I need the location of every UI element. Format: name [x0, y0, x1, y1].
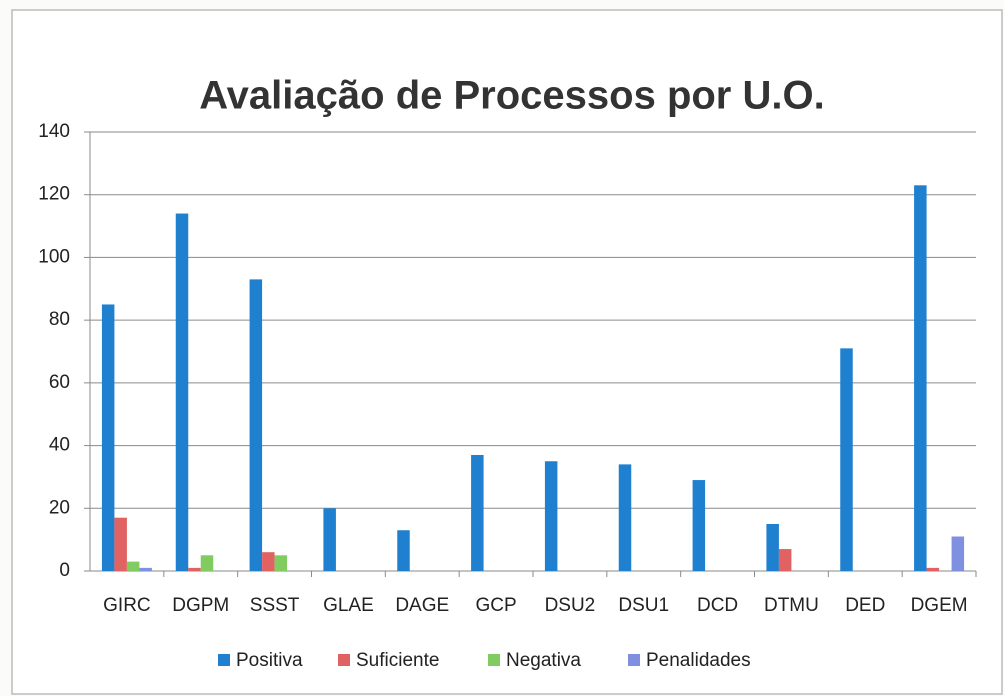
y-tick-label: 60	[49, 372, 70, 393]
bar	[139, 567, 152, 571]
bar	[126, 561, 140, 571]
x-tick-label: GLAE	[323, 595, 374, 616]
bar	[114, 517, 127, 571]
bar	[101, 304, 115, 571]
bar	[249, 279, 263, 571]
bar	[175, 213, 189, 571]
legend-label: Penalidades	[646, 650, 751, 671]
y-tick-label: 0	[59, 560, 70, 581]
bar	[471, 454, 484, 571]
y-tick-label: 40	[49, 435, 70, 456]
bar	[618, 464, 632, 571]
bar	[914, 185, 927, 572]
y-tick-label: 100	[38, 246, 70, 267]
legend-label: Negativa	[506, 650, 581, 671]
x-tick-label: GIRC	[103, 595, 151, 616]
legend-label: Positiva	[236, 650, 303, 671]
bar	[274, 555, 288, 571]
y-tick-label: 140	[38, 121, 70, 142]
y-tick-label: 120	[38, 184, 70, 205]
x-tick-label: GCP	[475, 595, 516, 616]
bar	[544, 461, 558, 571]
bar	[200, 555, 214, 571]
bar	[951, 536, 965, 571]
x-tick-label: DED	[845, 595, 885, 616]
chart-title: Avaliação de Processos por U.O.	[199, 74, 824, 118]
bar	[692, 480, 706, 571]
x-tick-label: DGEM	[911, 595, 968, 616]
legend-swatch	[488, 654, 500, 666]
x-tick-label: DSU2	[545, 595, 596, 616]
bar	[262, 552, 275, 571]
bar	[840, 348, 853, 571]
y-tick-label: 20	[49, 497, 70, 518]
bar	[926, 567, 940, 571]
x-tick-label: DCD	[697, 595, 738, 616]
legend-swatch	[628, 654, 640, 666]
bar	[323, 508, 336, 571]
legend-label: Suficiente	[356, 650, 439, 671]
x-tick-label: DTMU	[764, 595, 819, 616]
legend-swatch	[218, 654, 230, 666]
bar	[397, 530, 410, 571]
y-tick-label: 80	[49, 309, 70, 330]
legend-swatch	[338, 654, 350, 666]
bar	[188, 567, 201, 571]
x-tick-label: DAGE	[395, 595, 449, 616]
bar	[778, 549, 792, 571]
x-tick-label: DSU1	[618, 595, 669, 616]
bar	[766, 523, 779, 571]
x-tick-label: SSST	[250, 595, 300, 616]
x-tick-label: DGPM	[172, 595, 229, 616]
